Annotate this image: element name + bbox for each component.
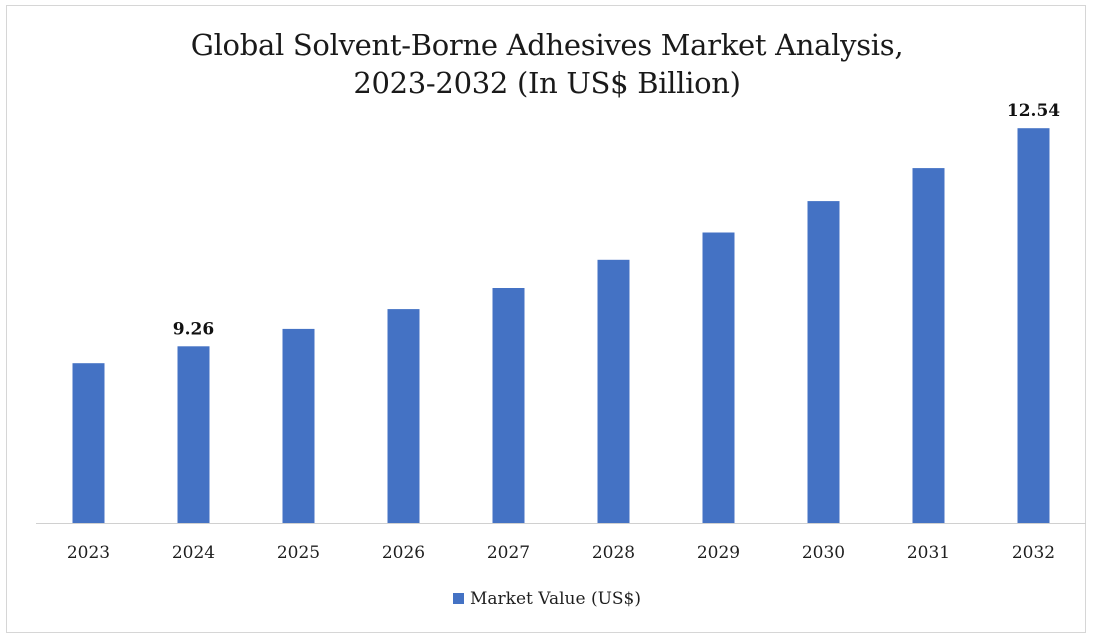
chart-title-line-1: Global Solvent-Borne Adhesives Market An… <box>190 28 904 62</box>
legend-swatch <box>452 593 464 604</box>
bar-2031 <box>912 168 945 523</box>
bar-2024 <box>177 346 210 523</box>
bar-2025 <box>282 328 315 523</box>
x-tick-label-2026: 2026 <box>382 543 425 563</box>
x-tick-label-2031: 2031 <box>907 543 950 563</box>
legend-label: Market Value (US$) <box>469 589 642 609</box>
bar-group <box>72 128 1050 523</box>
bar-2030 <box>807 201 840 523</box>
bar-2028 <box>597 259 630 523</box>
x-tick-label-2028: 2028 <box>592 543 635 563</box>
bar-2026 <box>387 309 420 523</box>
legend: Market Value (US$) <box>0 589 1094 609</box>
bar-2023 <box>72 363 105 523</box>
x-tick-label-2030: 2030 <box>802 543 845 563</box>
data-label-2024: 9.26 <box>173 319 214 339</box>
x-tick-label-2027: 2027 <box>487 543 530 563</box>
x-tick-label-2025: 2025 <box>277 543 320 563</box>
x-tick-label-2029: 2029 <box>697 543 740 563</box>
bar-2027 <box>492 288 525 523</box>
bar-2029 <box>702 232 735 523</box>
x-tick-labels: 2023 2024 2025 2026 2027 2028 2029 2030 2031 2032 <box>67 543 1055 563</box>
data-labels: 9.26 12.54 <box>173 101 1060 339</box>
chart-frame <box>6 5 1086 633</box>
x-tick-label-2032: 2032 <box>1012 543 1055 563</box>
data-label-2032: 12.54 <box>1007 101 1060 121</box>
x-tick-label-2024: 2024 <box>172 543 215 563</box>
chart-title: Global Solvent-Borne Adhesives Market An… <box>0 26 1094 102</box>
bar-2032 <box>1017 128 1050 523</box>
x-tick-label-2023: 2023 <box>67 543 110 563</box>
chart-title-line-2: 2023-2032 (In US$ Billion) <box>353 66 741 100</box>
